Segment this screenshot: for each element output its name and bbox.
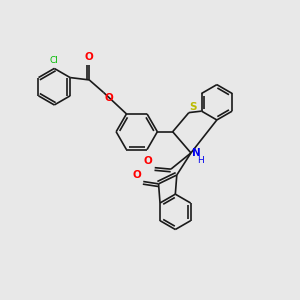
Text: Cl: Cl <box>50 56 59 65</box>
Text: O: O <box>144 156 152 166</box>
Text: S: S <box>190 102 197 112</box>
Text: O: O <box>105 94 114 103</box>
Text: N: N <box>191 148 200 158</box>
Text: O: O <box>85 52 94 62</box>
Text: O: O <box>132 170 141 180</box>
Text: H: H <box>197 157 204 166</box>
